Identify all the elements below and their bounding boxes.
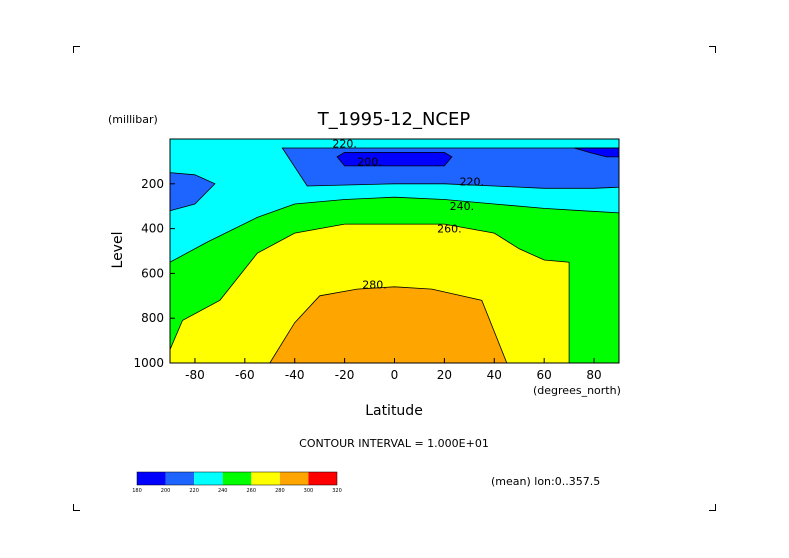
y-tick-label-2: 600 [141,266,164,280]
contour-label-0: 200. [357,155,382,168]
chart-title: T_1995-12_NCEP [317,109,471,130]
colorbar-frame [136,471,338,486]
contour-label-4: 260. [437,223,462,236]
colorbar-label-2: 220 [189,488,199,494]
corner-mark-bottom-left [73,504,80,511]
colorbar-label-1: 200 [161,488,171,494]
colorbar-swatch-5 [279,472,309,485]
x-tick-label-2: -40 [285,368,305,382]
x-tick-label-0: -80 [185,368,205,382]
x-tick-label-1: -60 [235,368,255,382]
contour-line-5 [169,223,570,364]
contour-band-6 [269,286,507,363]
contour-interval-text: CONTOUR INTERVAL = 1.000E+01 [299,437,489,450]
x-tick-label-7: 60 [537,368,552,382]
colorbar-swatch-6 [308,472,337,485]
colorbar-swatch-2 [194,472,223,485]
x-axis: -80 -60 -40 -20 0 20 40 60 80 [185,358,602,382]
plot-area: 200.220.220.240.260.280. [169,137,620,364]
colorbar-swatch-3 [222,472,252,485]
colorbar-label-4: 260 [247,488,257,494]
contour-label-1: 220. [332,137,357,150]
x-tick-label-4: 0 [391,368,399,382]
x-tick-label-6: 40 [487,368,502,382]
y-axis: 200 400 600 800 1000 [133,177,175,370]
contour-line-1 [336,151,453,167]
contour-bands [170,148,619,363]
contour-line-3 [573,147,620,158]
contour-label-3: 240. [450,200,475,213]
y-axis-label: Level [110,232,126,269]
contour-band-3 [574,148,619,157]
y-units-label: (millibar) [108,113,158,126]
colorbar-swatch-0 [137,472,166,485]
contour-band-2 [170,172,215,211]
colorbar-swatch-4 [251,472,280,485]
contour-label-5: 280. [362,279,387,292]
x-tick-label-8: 80 [586,368,601,382]
contour-band-0 [282,148,619,189]
colorbar-label-3: 240 [218,488,228,494]
x-units-label: (degrees_north) [533,384,621,397]
corner-mark-top-left [73,46,80,53]
corner-mark-top-right [709,46,716,53]
contour-band-1 [337,152,452,166]
x-tick-label-5: 20 [437,368,452,382]
corner-marks [73,46,716,511]
colorbar-label-0: 180 [132,488,142,494]
contour-label-2: 220. [460,176,485,189]
colorbar: 180 200 220 240 260 280 300 320 [132,471,342,494]
footnote-text: (mean) lon:0..357.5 [491,475,600,488]
x-axis-label: Latitude [365,403,423,419]
y-tick-label-0: 200 [141,177,164,191]
x-tick-label-3: -20 [335,368,355,382]
colorbar-swatch-1 [165,472,195,485]
corner-mark-bottom-right [709,504,716,511]
y-tick-label-3: 800 [141,311,164,325]
contour-line-6 [269,286,508,364]
colorbar-label-5: 280 [275,488,285,494]
y-tick-label-4: 1000 [133,356,164,370]
colorbar-label-6: 300 [304,488,314,494]
colorbar-label-7: 320 [332,488,342,494]
contour-labels: 200.220.220.240.260.280. [332,137,484,291]
y-tick-label-1: 400 [141,222,164,236]
